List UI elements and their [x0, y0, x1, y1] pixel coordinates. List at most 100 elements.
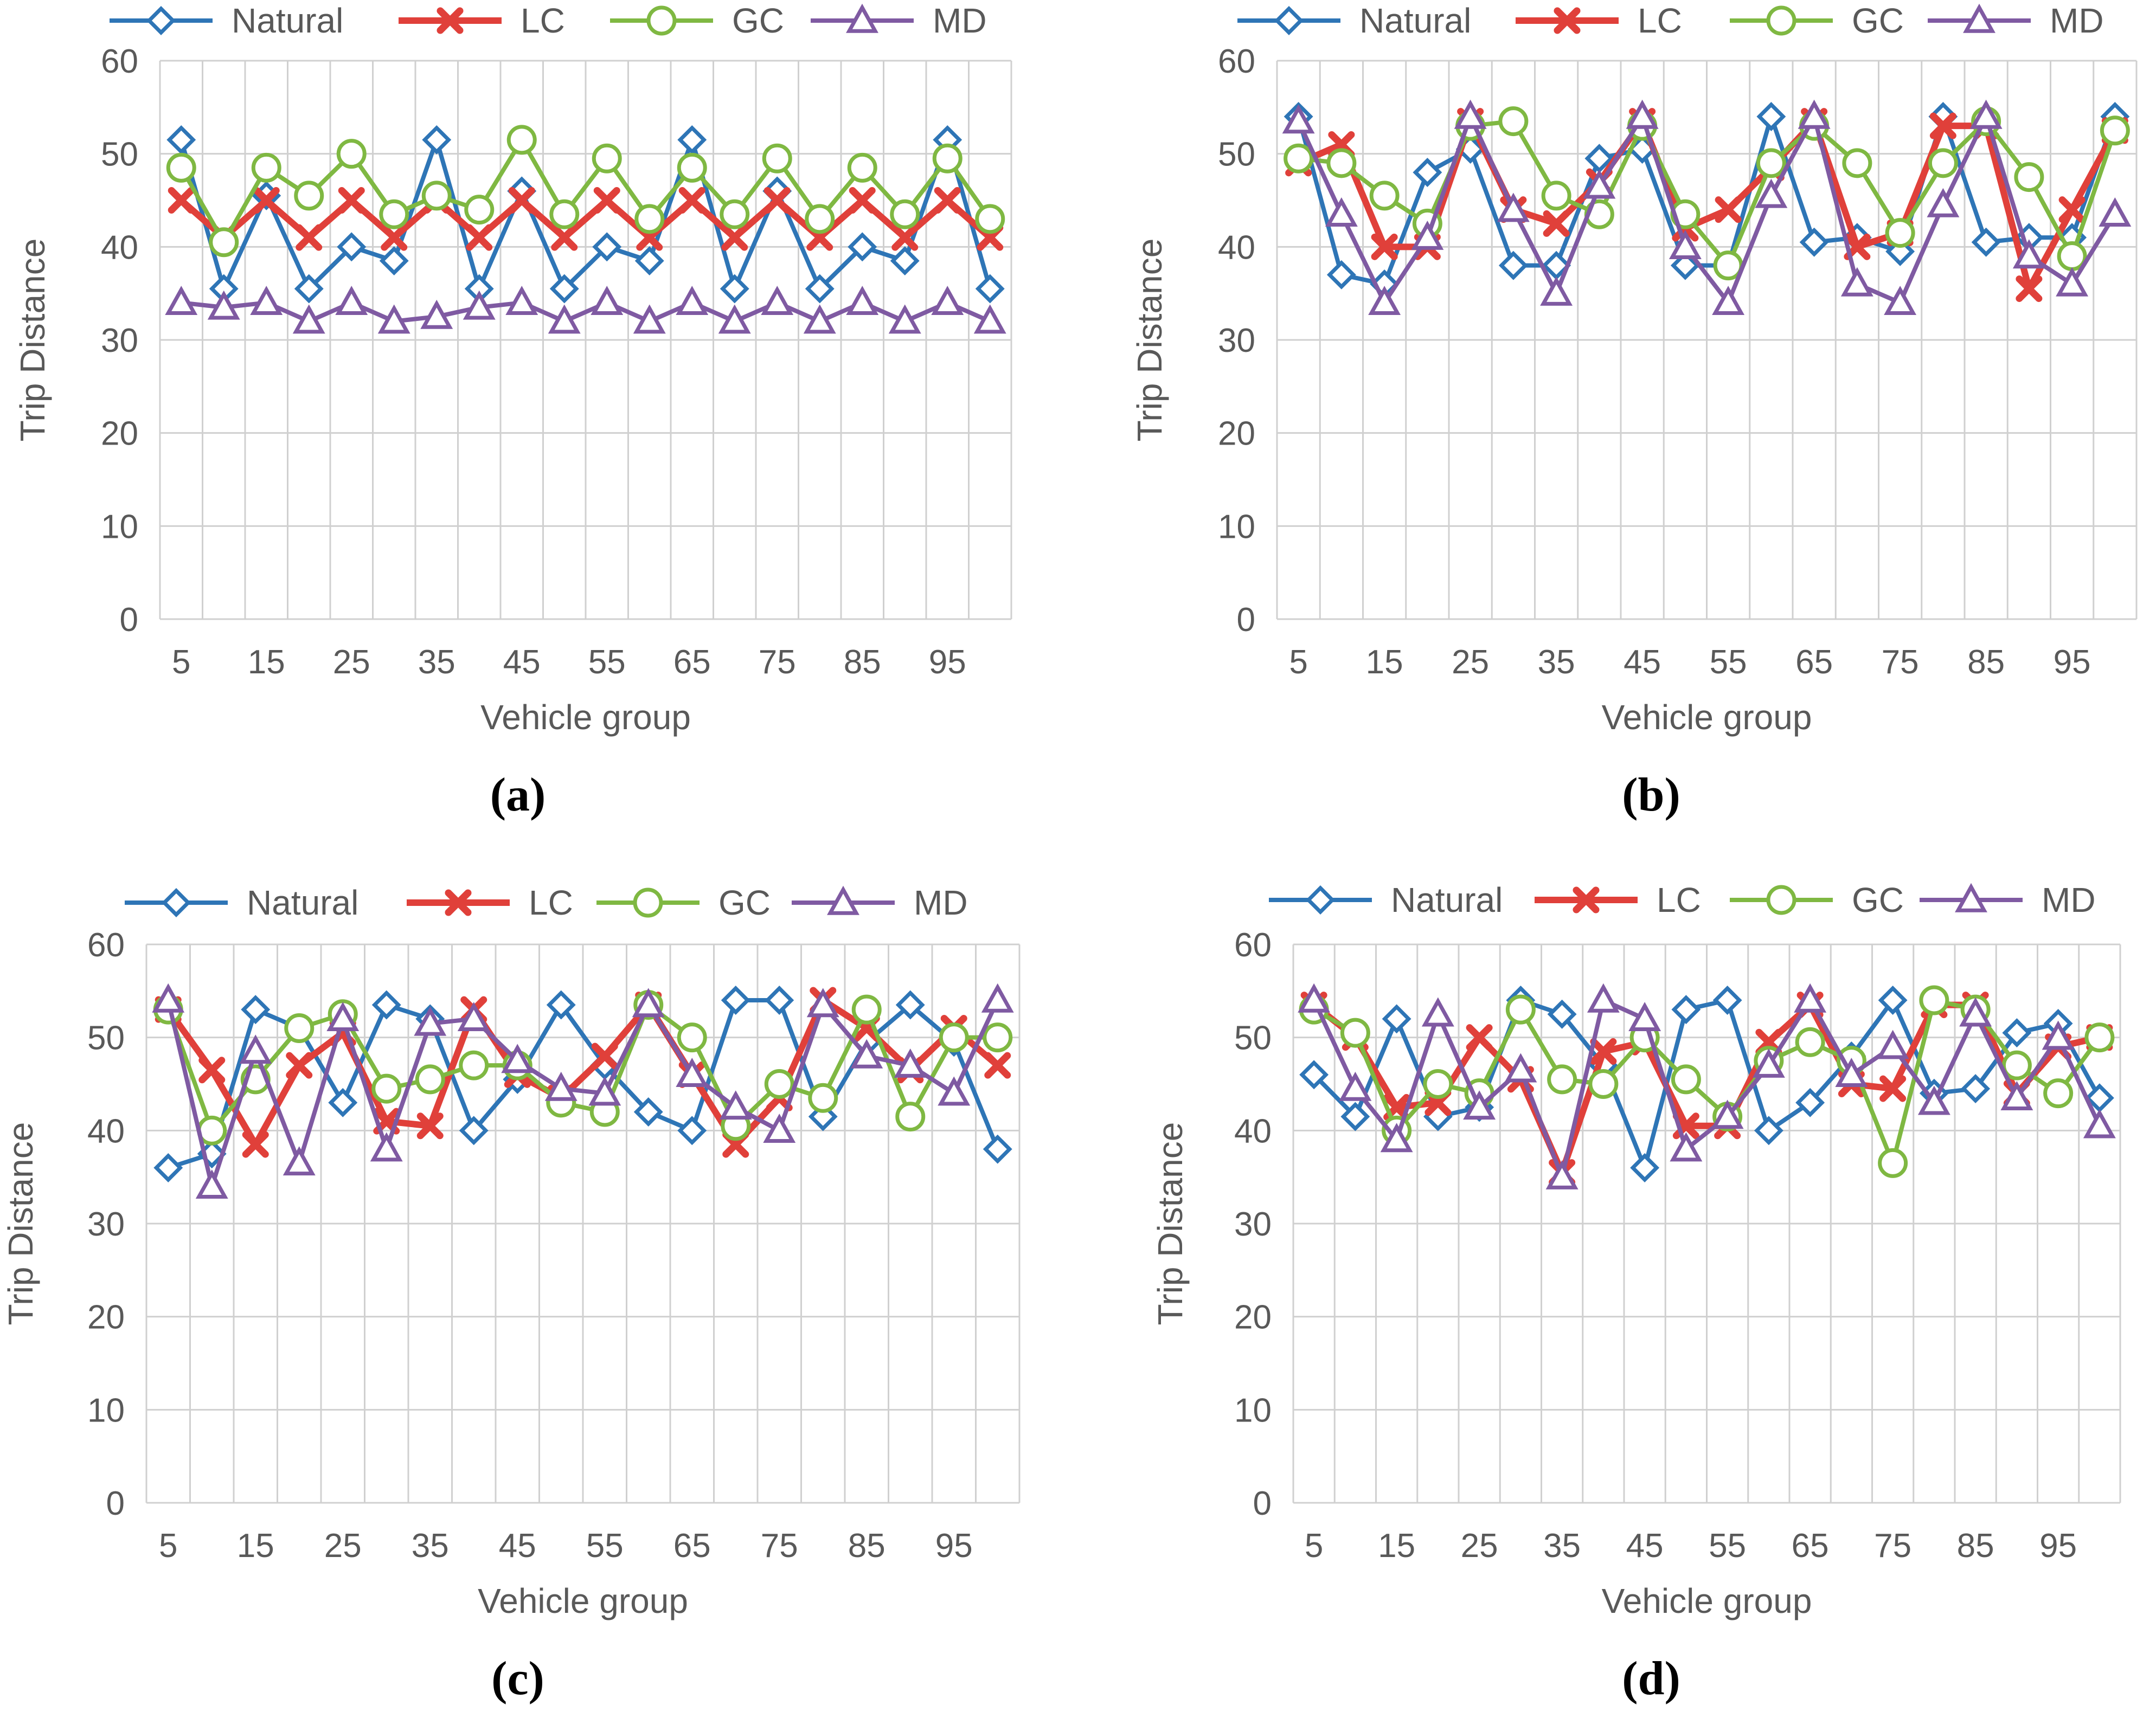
y-axis-title: Trip Distance	[1130, 239, 1169, 442]
x-tick-label: 25	[324, 1527, 362, 1565]
point-md	[1794, 983, 1827, 1013]
point-md	[195, 1169, 228, 1199]
point-md	[463, 290, 496, 320]
y-axis-title: Trip Distance	[13, 239, 52, 442]
point-lc	[2058, 196, 2086, 223]
point-md	[250, 286, 283, 316]
point-lc	[242, 1131, 269, 1158]
point-natural	[379, 246, 409, 276]
y-tick-label: 60	[87, 927, 125, 964]
point-gc	[336, 139, 367, 169]
y-tick-label: 40	[87, 1112, 125, 1150]
point-natural	[422, 125, 452, 155]
y-tick-label: 30	[101, 322, 138, 359]
point-natural	[1498, 250, 1528, 280]
point-md	[2056, 267, 2089, 297]
point-md	[501, 1044, 534, 1073]
legend-label-lc: LC	[521, 1, 565, 40]
point-md	[1752, 1048, 1785, 1078]
legend-marker-md	[827, 885, 859, 915]
point-gc	[1505, 994, 1536, 1025]
y-tick-label: 60	[101, 43, 138, 80]
point-md	[1454, 99, 1487, 129]
point-gc	[983, 1022, 1013, 1053]
legend-label-gc: GC	[732, 1, 784, 40]
point-gc	[459, 1050, 489, 1080]
legend-marker-natural	[1306, 885, 1335, 915]
x-tick-label: 85	[848, 1527, 886, 1565]
point-md	[973, 304, 1006, 334]
point-gc	[1671, 1064, 1701, 1095]
point-md	[1411, 220, 1444, 250]
point-natural	[765, 986, 794, 1015]
point-natural	[677, 125, 707, 155]
point-natural	[371, 990, 401, 1020]
x-tick-label: 35	[1543, 1527, 1581, 1565]
point-md	[1504, 1053, 1537, 1083]
point-lc	[1929, 112, 1956, 139]
point-natural	[848, 232, 877, 262]
x-tick-label: 55	[588, 644, 626, 681]
point-natural	[975, 274, 1005, 304]
chart-b: 0 10 20 30 40 50 60 5 15 25 35 45 55 65 75 85 95 Vehicle …	[1130, 1, 2138, 821]
point-md	[803, 304, 836, 334]
x-tick-label: 5	[1289, 644, 1307, 681]
point-lc	[591, 1043, 618, 1070]
point-md	[894, 1048, 927, 1078]
x-tick-label: 45	[503, 644, 541, 681]
y-tick-label: 50	[87, 1020, 125, 1057]
y-tick-label: 0	[120, 601, 138, 639]
x-tick-label: 75	[1882, 644, 1919, 681]
y-tick-label: 10	[87, 1392, 125, 1429]
point-md	[1876, 1030, 1909, 1059]
y-tick-label: 60	[1218, 43, 1255, 80]
point-gc	[506, 125, 537, 155]
point-natural	[890, 246, 920, 276]
point-md	[1711, 1099, 1744, 1129]
point-gc	[1919, 985, 1949, 1015]
x-tick-label: 15	[237, 1527, 274, 1565]
y-tick-label: 0	[106, 1485, 125, 1522]
point-natural	[1299, 1060, 1329, 1090]
point-md	[676, 286, 709, 316]
legend-marker-md	[1955, 883, 1987, 912]
point-natural	[166, 125, 196, 155]
point-lc	[1879, 1075, 1907, 1102]
y-tick-label: 20	[1234, 1299, 1272, 1336]
x-tick-label: 25	[1452, 644, 1489, 681]
series-line-md	[1296, 114, 2117, 305]
legend-marker-md	[1963, 3, 1995, 33]
x-tick-label: 55	[1709, 1527, 1746, 1565]
x-tick-label: 55	[1710, 644, 1747, 681]
x-tick-label: 75	[759, 644, 796, 681]
point-natural	[1799, 227, 1829, 257]
point-natural	[633, 1097, 663, 1127]
point-md	[1628, 1002, 1661, 1032]
point-lc	[2016, 275, 2043, 303]
y-tick-label: 50	[101, 136, 138, 173]
point-md	[981, 983, 1014, 1013]
y-axis-title: Trip Distance	[1151, 1122, 1190, 1326]
point-md	[377, 304, 410, 334]
y-tick-label: 40	[1234, 1112, 1272, 1150]
point-md	[1917, 1085, 1950, 1115]
point-lc	[849, 187, 876, 214]
point-gc	[939, 1022, 969, 1053]
point-gc	[2100, 115, 2130, 146]
point-md	[931, 286, 964, 316]
point-gc	[1885, 218, 1915, 248]
legend-marker-lc	[437, 7, 464, 34]
point-md	[292, 304, 325, 334]
point-natural	[677, 1116, 707, 1146]
panel-label: (d)	[1622, 1652, 1680, 1705]
point-md	[1755, 178, 1788, 208]
point-md	[1298, 983, 1331, 1013]
point-md	[1325, 197, 1358, 227]
point-gc	[1547, 1064, 1577, 1095]
x-tick-label: 5	[172, 644, 190, 681]
point-natural	[153, 1153, 183, 1182]
x-tick-label: 95	[935, 1527, 973, 1565]
point-natural	[1671, 995, 1701, 1025]
point-md	[1959, 997, 1992, 1027]
point-md	[1798, 99, 1831, 129]
